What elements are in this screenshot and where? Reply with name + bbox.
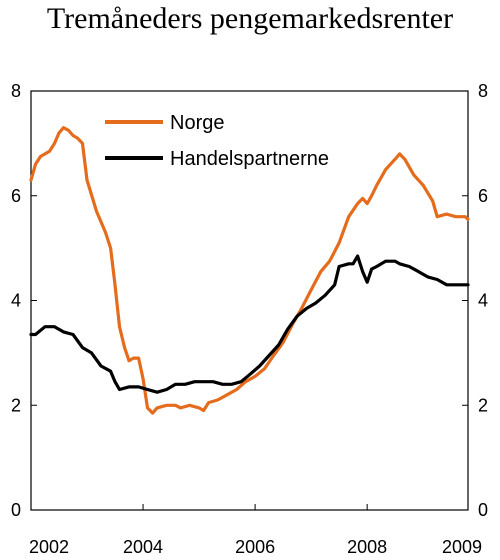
x-tick-label: 2006 <box>235 537 275 557</box>
y-tick-label-left: 0 <box>11 500 21 520</box>
y-tick-label-left: 8 <box>11 81 21 101</box>
x-tick-label: 2002 <box>29 537 69 557</box>
y-tick-label-left: 6 <box>11 186 21 206</box>
y-tick-label-right: 4 <box>478 291 488 311</box>
y-tick-label-right: 0 <box>478 500 488 520</box>
legend-label-norge: Norge <box>170 112 224 134</box>
series-line-norge <box>29 126 470 415</box>
y-tick-label-right: 8 <box>478 81 488 101</box>
chart-title: Tremåneders pengemarkedsrenter <box>47 2 453 35</box>
legend: Norge Handelspartnerne <box>105 112 329 170</box>
y-tick-label-right: 2 <box>478 395 488 415</box>
x-tick-label: 2009 <box>442 537 482 557</box>
ticks-layer: 0 2 4 6 8 0 2 4 6 8 2002 2004 2006 2008 2009 <box>11 81 488 557</box>
x-tick-label: 2008 <box>347 537 387 557</box>
series-line-handelspartnerne <box>29 254 470 394</box>
y-tick-label-left: 4 <box>11 291 21 311</box>
y-tick-label-left: 2 <box>11 395 21 415</box>
lines-layer <box>29 126 470 415</box>
legend-label-handelspartnerne: Handelspartnerne <box>170 148 329 170</box>
x-tick-label: 2004 <box>123 537 163 557</box>
y-tick-label-right: 6 <box>478 186 488 206</box>
